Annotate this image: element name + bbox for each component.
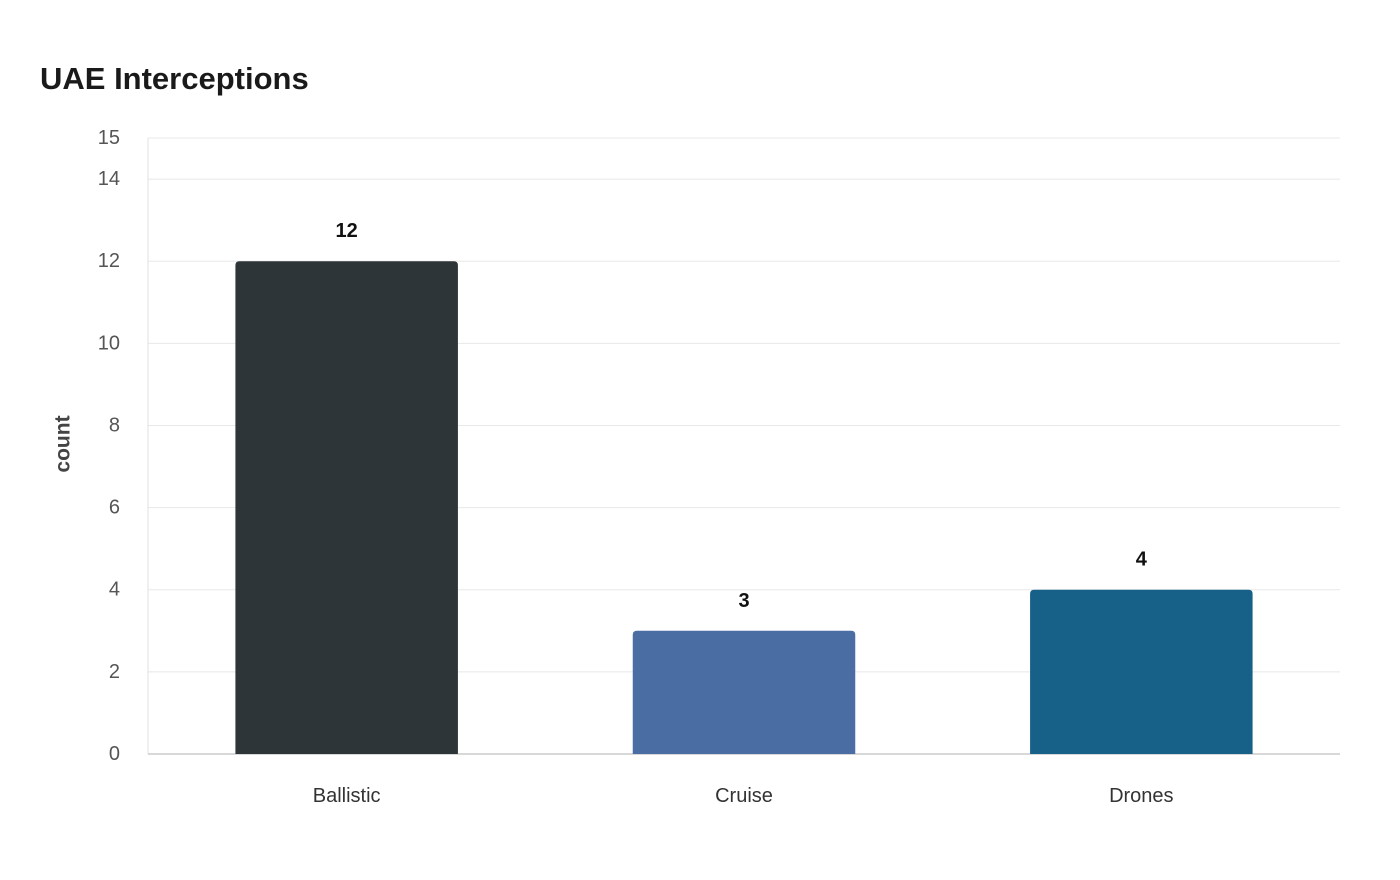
y-tick-labels: 0 2 4 6 8 10 12 14 15	[98, 127, 120, 765]
bar-ballistic	[235, 261, 458, 754]
y-tick-label: 10	[98, 332, 120, 354]
x-category-labels: Ballistic Cruise Drones	[313, 785, 1174, 807]
data-label: 4	[1136, 549, 1148, 571]
x-tick-label: Cruise	[715, 785, 773, 807]
x-tick-label: Drones	[1109, 785, 1173, 807]
data-label: 12	[336, 220, 358, 242]
data-labels: 12 3 4	[336, 220, 1148, 612]
data-label: 3	[738, 590, 749, 612]
y-tick-label: 0	[109, 743, 120, 765]
y-tick-label: 12	[98, 250, 120, 272]
y-tick-label: 8	[109, 414, 120, 436]
y-tick-label: 2	[109, 661, 120, 683]
bar-cruise	[632, 630, 856, 754]
bars	[235, 261, 1253, 754]
bar-drones	[1030, 589, 1253, 754]
y-tick-label: 6	[109, 497, 120, 519]
chart-title: UAE Interceptions	[40, 61, 309, 96]
y-tick-label: 4	[109, 579, 120, 601]
y-tick-label: 14	[98, 168, 120, 190]
y-tick-label: 15	[98, 127, 120, 149]
y-axis-title: count	[52, 415, 75, 472]
x-tick-label: Ballistic	[313, 785, 381, 807]
